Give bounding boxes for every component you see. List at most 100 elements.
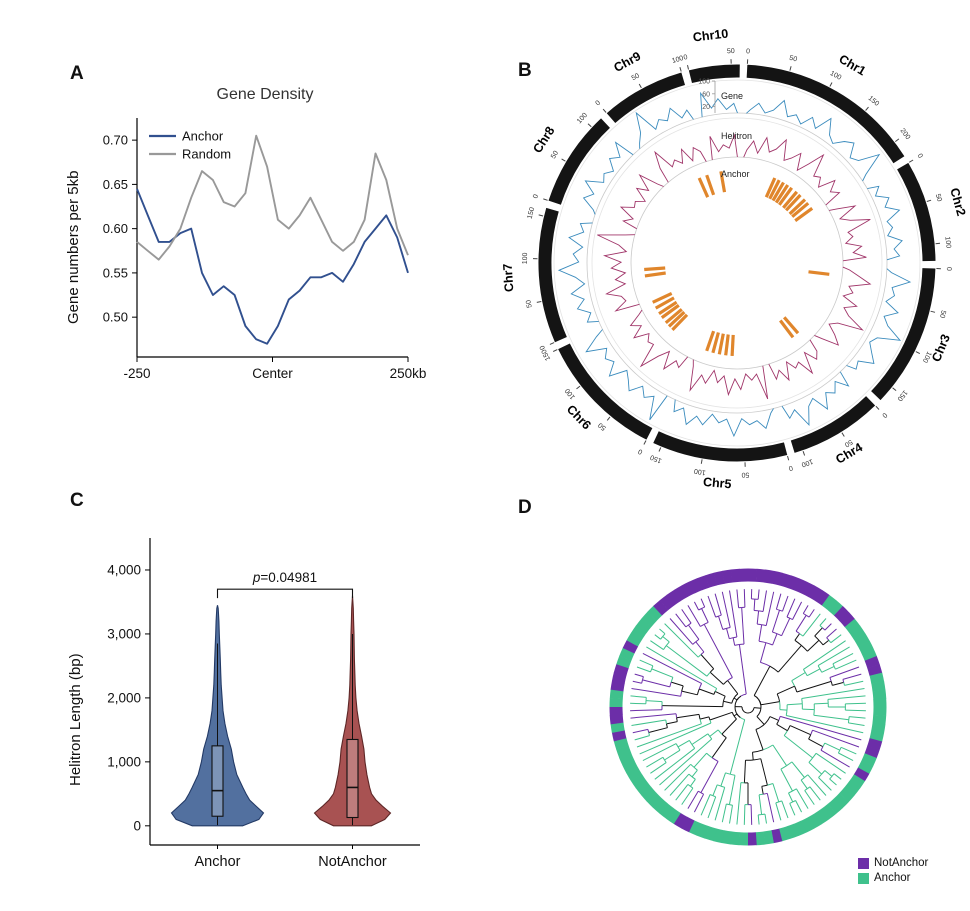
tree-arc: [680, 690, 683, 697]
tree-branch: [824, 770, 833, 777]
tree-branch: [687, 624, 700, 640]
tree-arc: [778, 800, 782, 803]
tree-branch: [630, 709, 663, 712]
tree-arc: [726, 627, 731, 629]
tree-branch: [675, 613, 687, 628]
chromosome-band: [897, 162, 936, 262]
tree-branch: [693, 601, 700, 611]
svg-text:100: 100: [829, 70, 843, 82]
tree-arc: [700, 651, 705, 655]
tree-branch: [753, 665, 771, 696]
ring-segment: [867, 738, 883, 751]
tree-branch: [736, 782, 742, 825]
ring-segment: [622, 639, 639, 654]
tree-branch: [733, 713, 738, 717]
panel-d-label: D: [518, 497, 532, 518]
tree-branch: [630, 702, 646, 705]
helitron-track: [619, 174, 664, 230]
tree-branch: [832, 652, 854, 665]
gene-track: [781, 371, 850, 427]
ring-segment: [827, 600, 844, 616]
chromosome-band: [871, 268, 936, 401]
tree-branch: [769, 716, 779, 721]
tree-arc: [822, 742, 826, 747]
helitron-track: [654, 146, 707, 183]
tree-arc: [734, 695, 742, 707]
helitron-track: [709, 133, 738, 160]
tree-branch: [693, 752, 707, 768]
gene-density-line-chart: 0.50 0.55 0.60 0.65 0.70 -250 Center 250kb Ancho…: [103, 118, 426, 381]
tree-arc: [706, 752, 713, 759]
panel-b: B 0 50 100 150 200 Chr1 0 50 100 Chr2 0 50 100 150 Chr…: [501, 27, 969, 492]
tree-branch: [764, 814, 767, 824]
gene-track: [585, 329, 668, 421]
tree-arc: [763, 716, 771, 725]
anchor-mark: [705, 174, 716, 196]
ring-segment: [613, 663, 629, 676]
svg-text:0: 0: [539, 344, 547, 350]
tree-branch: [752, 752, 754, 761]
ring-segment: [704, 826, 717, 842]
ring-segment: [641, 611, 657, 628]
tree-arc: [817, 665, 821, 670]
chromosome-band: [688, 64, 740, 84]
ring-segment: [659, 803, 675, 820]
tree-branch: [794, 633, 801, 641]
tree-branch: [818, 777, 832, 791]
tree-branch: [695, 641, 705, 653]
svg-text:50: 50: [597, 421, 608, 431]
tree-branch: [726, 628, 730, 639]
tree-arc: [709, 668, 715, 673]
tree-arc: [711, 757, 719, 762]
tree-arc: [795, 630, 800, 635]
tree-branch: [709, 671, 724, 685]
ring-segment: [626, 767, 643, 782]
tree-arc: [708, 716, 711, 721]
ring-segment: [722, 569, 733, 584]
tree-arc: [776, 720, 780, 725]
tree-branch: [687, 605, 701, 627]
tree-branch: [808, 762, 823, 775]
tree-branch: [786, 598, 796, 618]
tree-arc: [819, 625, 823, 629]
anchor-mark: [711, 332, 720, 354]
tree-arc: [755, 724, 765, 730]
tree-arc: [740, 717, 745, 721]
tree-branch: [639, 659, 654, 667]
ring-segment: [771, 828, 783, 844]
tree-branch: [654, 634, 661, 640]
anchor-series-line: [136, 188, 409, 345]
ring-segment: [821, 803, 837, 820]
tree-branch: [760, 758, 768, 786]
svg-text:1,000: 1,000: [107, 754, 141, 769]
tree-branch: [636, 723, 702, 748]
tree-branch: [654, 747, 696, 780]
tree-branch: [631, 688, 681, 697]
tree-arc: [786, 761, 793, 767]
tree-branch: [815, 752, 846, 774]
tree-arc: [641, 679, 643, 684]
ring-segment: [641, 786, 657, 802]
anchor-mark: [654, 296, 675, 310]
tree-branch: [707, 796, 717, 819]
svg-text:200: 200: [899, 128, 912, 142]
track-guide-circle: [553, 79, 921, 447]
tree-branch: [807, 774, 827, 796]
tree-arc: [776, 633, 782, 637]
helitron-track: [768, 339, 818, 382]
tree-branch: [803, 640, 846, 670]
tree-arc: [665, 641, 670, 646]
ring-segment: [839, 786, 855, 803]
tree-arc: [733, 715, 737, 720]
tree-branch: [711, 737, 727, 758]
tree-branch: [791, 672, 806, 682]
svg-text:0.60: 0.60: [103, 221, 128, 236]
anchor-mark: [667, 310, 686, 328]
ring-segment: [869, 672, 885, 684]
tree-branch: [766, 793, 775, 823]
category-label: Anchor: [195, 854, 241, 870]
tree-arc: [776, 608, 780, 611]
svg-text:4,000: 4,000: [107, 562, 141, 577]
tree-branch: [808, 738, 824, 748]
ring-segment: [755, 831, 766, 846]
